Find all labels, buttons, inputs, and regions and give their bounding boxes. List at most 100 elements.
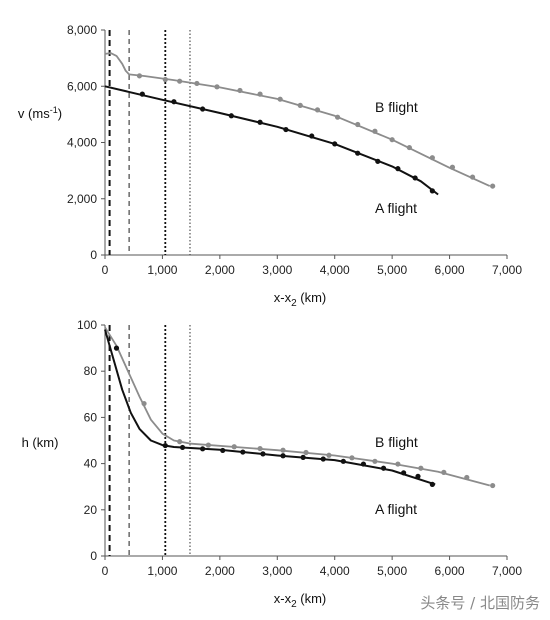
x-tick-label: 4,000 xyxy=(320,263,350,277)
series-point-b xyxy=(231,444,237,450)
series-point-a xyxy=(200,446,206,452)
series-point-b xyxy=(464,474,470,481)
x-tick-label: 4,000 xyxy=(320,564,350,578)
series-point-b xyxy=(389,137,395,143)
y-tick-label: 8,000 xyxy=(67,23,97,37)
series-point-a xyxy=(429,481,435,487)
series-point-b xyxy=(141,400,147,407)
series-point-b xyxy=(395,461,401,467)
series-point-a xyxy=(171,99,177,105)
series-point-a xyxy=(340,458,346,464)
series-point-b xyxy=(177,439,183,445)
y-tick-label: 60 xyxy=(84,410,98,424)
y-axis-label: h (km) xyxy=(22,435,59,450)
series-point-b xyxy=(355,121,361,128)
series-point-a xyxy=(179,444,186,451)
series-line-b xyxy=(104,326,491,487)
series-point-b xyxy=(469,174,476,180)
y-tick-label: 6,000 xyxy=(67,79,97,93)
series-point-b xyxy=(194,80,200,87)
series-point-a xyxy=(260,451,266,457)
series-point-b xyxy=(418,465,424,471)
x-tick-label: 5,000 xyxy=(377,263,407,277)
series-point-b xyxy=(303,449,309,456)
x-tick-label: 7,000 xyxy=(492,564,522,578)
series-point-a xyxy=(220,447,226,454)
series-point-b xyxy=(372,458,378,464)
x-axis-label: x-x2 (km) xyxy=(274,290,327,309)
series-point-b xyxy=(280,447,286,453)
x-tick-label: 0 xyxy=(102,564,109,578)
y-tick-label: 0 xyxy=(90,549,97,563)
series-point-a xyxy=(240,449,246,455)
series-point-b xyxy=(205,442,211,448)
y-tick-label: 80 xyxy=(84,364,98,378)
series-point-b xyxy=(429,155,435,161)
series-point-a xyxy=(380,465,387,471)
series-point-b xyxy=(177,78,183,84)
series-line-a xyxy=(104,329,436,486)
series-point-b xyxy=(490,482,496,489)
y-tick-label: 2,000 xyxy=(67,192,97,206)
series-point-a xyxy=(280,453,286,459)
x-tick-label: 5,000 xyxy=(377,564,407,578)
series-annotation: B flight xyxy=(375,434,418,450)
series-point-b xyxy=(297,102,303,108)
series-annotation: A flight xyxy=(375,501,417,517)
altitude-chart: 0 20 40 60 80 100 0 1,000 2,000 3,000 4,000 5,000 6,… xyxy=(22,318,523,610)
series-point-a xyxy=(415,473,421,479)
y-tick-label: 40 xyxy=(84,457,98,471)
series-point-a xyxy=(355,150,361,156)
x-tick-label: 6,000 xyxy=(435,564,465,578)
series-point-b xyxy=(372,128,378,134)
series-point-a xyxy=(429,188,435,194)
x-tick-label: 3,000 xyxy=(262,263,292,277)
series-line-b xyxy=(104,52,491,187)
series-point-b xyxy=(214,84,220,90)
series-point-b xyxy=(136,73,143,79)
watermark-text: 头条号 / 北国防务 xyxy=(420,594,540,612)
series-point-a xyxy=(228,113,234,119)
series-point-a xyxy=(200,106,206,112)
x-tick-label: 1,000 xyxy=(147,564,177,578)
x-tick-label: 2,000 xyxy=(205,263,235,277)
series-point-a xyxy=(332,141,338,147)
series-point-b xyxy=(326,452,332,458)
series-point-b xyxy=(490,183,496,189)
y-tick-label: 100 xyxy=(77,318,97,332)
series-point-a xyxy=(375,158,381,164)
series-point-a xyxy=(113,345,120,351)
series-point-b xyxy=(441,469,447,475)
x-tick-label: 7,000 xyxy=(492,263,522,277)
series-point-a xyxy=(401,470,407,476)
series-point-b xyxy=(237,87,243,94)
y-tick-label: 4,000 xyxy=(67,136,97,150)
y-tick-label: 0 xyxy=(90,248,97,262)
series-point-b xyxy=(449,164,456,170)
series-point-a xyxy=(360,461,367,467)
series-point-b xyxy=(257,91,263,97)
x-tick-label: 6,000 xyxy=(435,263,465,277)
series-point-a xyxy=(412,175,418,181)
series-point-a xyxy=(283,126,289,133)
series-point-a xyxy=(139,91,145,97)
series-annotation: B flight xyxy=(375,99,418,115)
series-point-b xyxy=(162,76,168,83)
x-tick-label: 3,000 xyxy=(262,564,292,578)
series-point-b xyxy=(257,445,263,452)
x-tick-label: 1,000 xyxy=(147,263,177,277)
series-point-b xyxy=(406,144,412,151)
y-axis-label: v (ms-1) xyxy=(18,105,62,121)
series-point-b xyxy=(277,96,283,102)
series-point-b xyxy=(349,455,355,461)
series-point-a xyxy=(257,119,263,125)
x-tick-label: 0 xyxy=(102,263,109,277)
y-tick-label: 20 xyxy=(84,503,98,517)
series-annotation: A flight xyxy=(375,200,417,216)
x-tick-label: 2,000 xyxy=(205,564,235,578)
series-point-a xyxy=(309,133,315,139)
x-axis-label: x-x2 (km) xyxy=(274,591,327,610)
series-point-a xyxy=(320,456,326,462)
series-point-a xyxy=(300,454,306,460)
